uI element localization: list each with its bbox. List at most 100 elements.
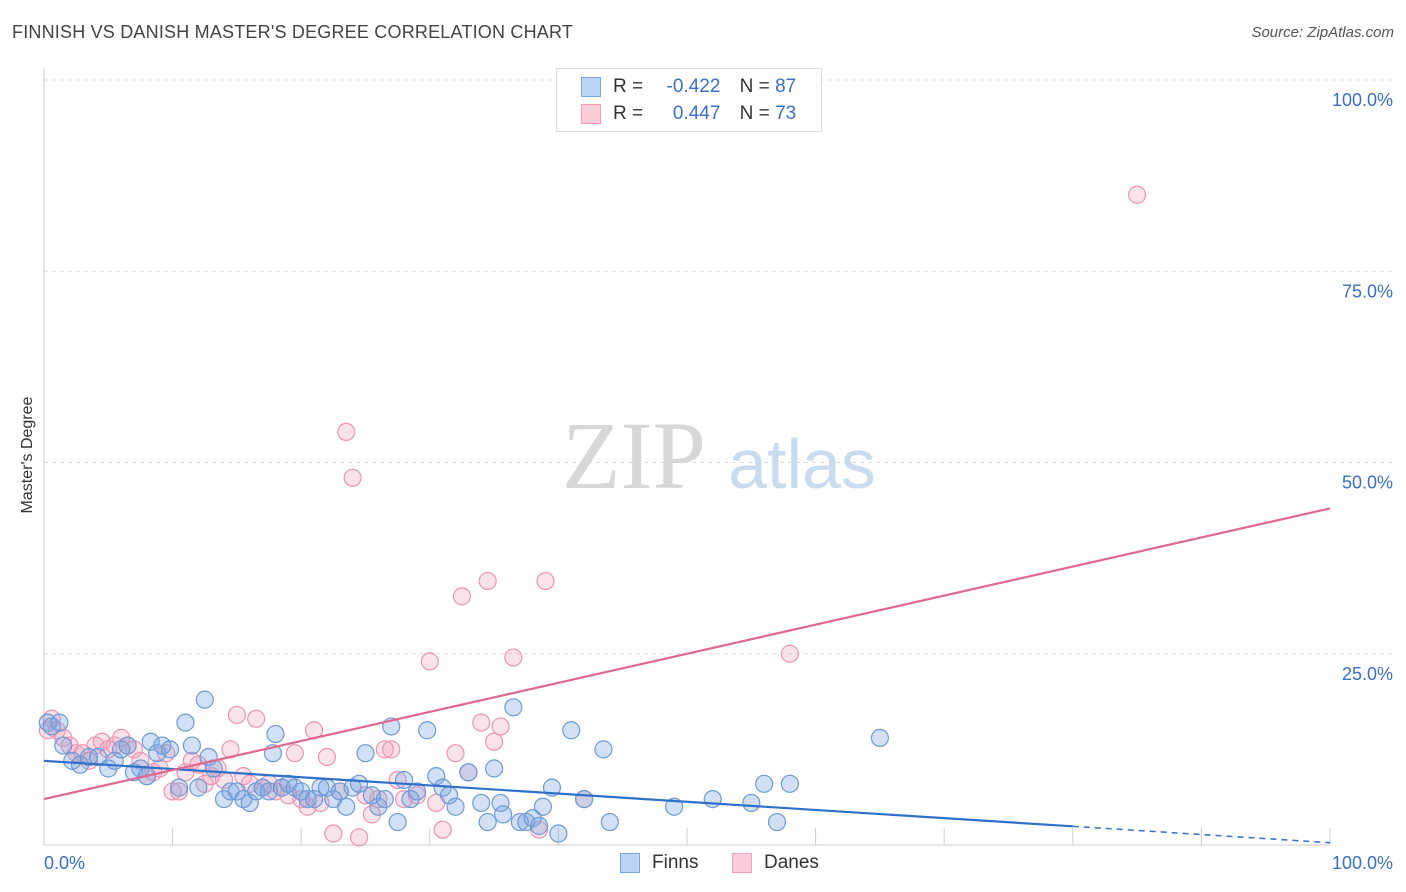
- danes-point: [433, 820, 452, 839]
- y-tick-label: 75.0%: [1342, 281, 1393, 301]
- finns-point: [562, 721, 581, 740]
- finns-point: [703, 789, 722, 809]
- danes-point: [536, 571, 555, 591]
- danes-point: [478, 571, 497, 591]
- danes-point: [491, 717, 510, 736]
- finns-point: [304, 789, 324, 809]
- danes-point: [324, 824, 343, 843]
- x-tick-label: 0.0%: [44, 853, 85, 873]
- finns-point: [767, 812, 787, 832]
- finns-point: [594, 740, 613, 759]
- y-tick-label: 100.0%: [1332, 90, 1393, 110]
- finns-point: [742, 793, 761, 813]
- finns-point: [298, 789, 317, 809]
- finns-point: [600, 812, 619, 832]
- danes-point: [452, 587, 472, 606]
- finns-point: [160, 740, 180, 759]
- finns-point: [337, 797, 356, 816]
- danes-n-label: N =: [739, 103, 770, 124]
- gridlines: [44, 79, 1392, 655]
- danes-trend-line: [43, 507, 1331, 801]
- finns-point: [504, 698, 523, 717]
- danes-point: [169, 782, 189, 801]
- danes-point: [446, 744, 465, 763]
- danes-point: [285, 744, 304, 763]
- y-tick-label: 50.0%: [1342, 473, 1393, 493]
- danes-point: [337, 422, 356, 441]
- finns-point: [530, 816, 549, 835]
- danes-n-value: 73: [775, 103, 797, 124]
- finns-point: [446, 797, 465, 816]
- correlation-legend: R = -0.422 N = 87 R = 0.447 N = 73: [556, 68, 822, 132]
- watermark: ZIP atlas: [562, 402, 876, 509]
- danes-point: [375, 740, 394, 759]
- finns-point: [472, 793, 491, 813]
- watermark-atlas: atlas: [728, 425, 876, 503]
- finns-point: [118, 736, 137, 755]
- danes-point: [1127, 185, 1147, 204]
- danes-point: [343, 468, 362, 487]
- finns-point: [491, 793, 510, 813]
- danes-point: [420, 652, 439, 671]
- finns-point: [549, 824, 568, 843]
- finns-point: [755, 774, 774, 793]
- finns-point: [407, 782, 427, 801]
- finns-point: [388, 812, 407, 832]
- finns-point: [478, 812, 497, 832]
- danes-swatch: [581, 104, 601, 124]
- danes-point: [131, 751, 150, 770]
- danes-r-label: R =: [613, 103, 644, 124]
- finns-point: [141, 732, 160, 751]
- finns-point: [665, 797, 684, 816]
- finns-r-value: -0.422: [666, 76, 721, 97]
- finns-swatch: [581, 77, 601, 97]
- finns-n-value: 87: [775, 76, 797, 97]
- finns-point: [356, 744, 375, 763]
- danes-legend-swatch: [732, 853, 752, 873]
- finns-point: [427, 767, 446, 786]
- danes-point: [780, 644, 799, 663]
- danes-point: [349, 828, 369, 847]
- watermark-zip: ZIP: [562, 402, 706, 509]
- y-tick-label: 25.0%: [1342, 664, 1393, 684]
- finns-point: [375, 789, 394, 809]
- x-tick-label: 100.0%: [1332, 853, 1393, 873]
- finns-point: [575, 789, 594, 809]
- finns-legend-swatch: [620, 853, 640, 873]
- chart-title: FINNISH VS DANISH MASTER'S DEGREE CORREL…: [12, 22, 574, 42]
- danes-point: [472, 713, 491, 732]
- finns-point: [54, 736, 73, 755]
- finns-trend-line-extension: [1072, 825, 1331, 844]
- finns-point: [50, 713, 69, 732]
- finns-trend-line: [43, 759, 1073, 828]
- danes-point: [382, 740, 401, 759]
- trend-lines: [43, 507, 1331, 844]
- finns-n-label: N =: [739, 76, 770, 97]
- danes-point: [504, 648, 523, 667]
- source-credit: Source: ZipAtlas.com: [1251, 24, 1394, 41]
- danes-r-value: 0.447: [672, 103, 721, 124]
- finns-point: [533, 797, 553, 816]
- finns-r-label: R =: [613, 76, 644, 97]
- danes-point: [485, 732, 504, 751]
- finns-point: [870, 728, 890, 748]
- finns-point: [266, 724, 285, 744]
- finns-point: [780, 774, 799, 793]
- finns-point: [189, 778, 208, 797]
- danes-point: [227, 705, 246, 725]
- danes-point: [247, 709, 266, 728]
- finns-point: [418, 721, 437, 740]
- tick-labels: 25.0% 50.0% 75.0% 100.0% 0.0% 100.0%: [44, 90, 1393, 873]
- finns-point: [182, 736, 201, 755]
- finns-point: [240, 793, 259, 813]
- danes-point: [317, 747, 337, 767]
- danes-legend-label: Danes: [764, 852, 819, 873]
- finns-point: [459, 763, 478, 782]
- finns-point: [169, 778, 189, 797]
- data-points: [38, 185, 1147, 847]
- finns-point: [494, 805, 513, 824]
- finns-point: [195, 690, 214, 709]
- finns-legend-label: Finns: [652, 852, 699, 873]
- finns-point: [176, 713, 195, 732]
